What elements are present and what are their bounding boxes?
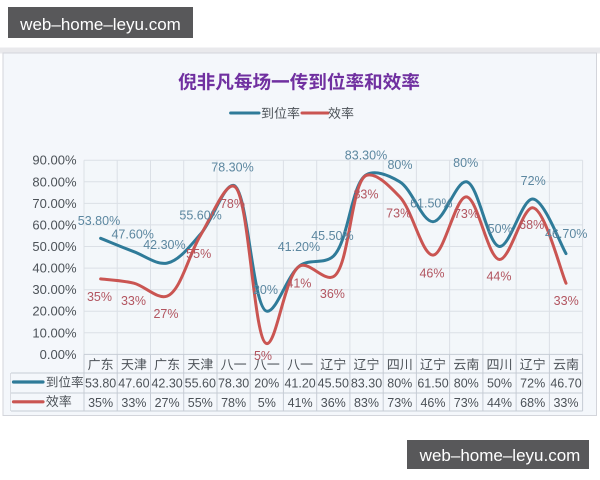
svg-text:web–home–leyu.com: web–home–leyu.com [419, 446, 581, 465]
svg-text:42.30%: 42.30% [143, 238, 185, 252]
svg-text:33%: 33% [554, 294, 579, 308]
svg-text:27%: 27% [155, 396, 180, 410]
svg-text:70.00%: 70.00% [32, 196, 77, 211]
svg-text:45.50: 45.50 [318, 376, 349, 390]
svg-text:46.70%: 46.70% [545, 227, 587, 241]
svg-text:83%: 83% [354, 396, 379, 410]
svg-text:40.00%: 40.00% [32, 261, 77, 276]
svg-text:33%: 33% [121, 396, 146, 410]
svg-text:web–home–leyu.com: web–home–leyu.com [19, 15, 181, 34]
svg-text:80%: 80% [387, 158, 412, 172]
svg-text:10.00%: 10.00% [32, 325, 77, 340]
svg-text:20%: 20% [254, 376, 279, 390]
svg-text:45.50%: 45.50% [311, 229, 353, 243]
svg-text:78%: 78% [221, 396, 246, 410]
svg-text:35%: 35% [88, 396, 113, 410]
svg-text:30.00%: 30.00% [32, 282, 77, 297]
svg-text:42.30: 42.30 [151, 376, 182, 390]
svg-text:78.30%: 78.30% [211, 161, 253, 175]
svg-text:41.20%: 41.20% [278, 240, 320, 254]
svg-text:47.60%: 47.60% [111, 227, 153, 241]
svg-text:55.60: 55.60 [185, 376, 216, 390]
svg-text:5%: 5% [254, 349, 272, 363]
svg-text:20%: 20% [253, 283, 278, 297]
svg-text:83.30%: 83.30% [345, 149, 387, 163]
svg-text:90.00%: 90.00% [32, 153, 77, 168]
svg-text:36%: 36% [320, 287, 345, 301]
svg-text:68%: 68% [519, 218, 544, 232]
svg-text:5%: 5% [258, 396, 276, 410]
svg-text:53.80: 53.80 [85, 376, 116, 390]
svg-text:33%: 33% [121, 294, 146, 308]
svg-text:33%: 33% [553, 396, 578, 410]
svg-text:41%: 41% [286, 276, 311, 290]
svg-text:55.60%: 55.60% [179, 208, 221, 222]
svg-text:44%: 44% [486, 269, 511, 283]
svg-text:80.00%: 80.00% [32, 174, 77, 189]
svg-text:73%: 73% [454, 396, 479, 410]
svg-text:44%: 44% [487, 396, 512, 410]
svg-text:78.30: 78.30 [218, 376, 249, 390]
svg-text:78%: 78% [220, 197, 245, 211]
svg-text:46.70: 46.70 [550, 376, 581, 390]
svg-text:35%: 35% [87, 290, 112, 304]
svg-text:50%: 50% [487, 376, 512, 390]
svg-text:41.20: 41.20 [284, 376, 315, 390]
svg-text:50%: 50% [488, 222, 513, 236]
svg-text:83%: 83% [353, 187, 378, 201]
svg-text:72%: 72% [521, 174, 546, 188]
svg-text:61.50: 61.50 [417, 376, 448, 390]
svg-text:83.30: 83.30 [351, 376, 382, 390]
svg-text:20.00%: 20.00% [32, 304, 77, 319]
svg-text:73%: 73% [454, 207, 479, 221]
svg-text:73%: 73% [387, 396, 412, 410]
svg-text:27%: 27% [153, 307, 178, 321]
svg-text:47.60: 47.60 [118, 376, 149, 390]
svg-text:41%: 41% [288, 396, 313, 410]
svg-text:60.00%: 60.00% [32, 217, 77, 232]
svg-text:55%: 55% [188, 396, 213, 410]
svg-text:61.50%: 61.50% [410, 196, 452, 210]
svg-text:80%: 80% [454, 376, 479, 390]
svg-text:80%: 80% [453, 156, 478, 170]
svg-text:36%: 36% [321, 396, 346, 410]
svg-text:80%: 80% [387, 376, 412, 390]
svg-text:50.00%: 50.00% [32, 239, 77, 254]
svg-text:55%: 55% [186, 247, 211, 261]
svg-text:72%: 72% [520, 376, 545, 390]
svg-text:46%: 46% [419, 266, 444, 280]
svg-text:68%: 68% [520, 396, 545, 410]
svg-text:53.80%: 53.80% [78, 214, 120, 228]
svg-text:46%: 46% [420, 396, 445, 410]
svg-text:73%: 73% [386, 207, 411, 221]
svg-text:0.00%: 0.00% [40, 347, 77, 362]
